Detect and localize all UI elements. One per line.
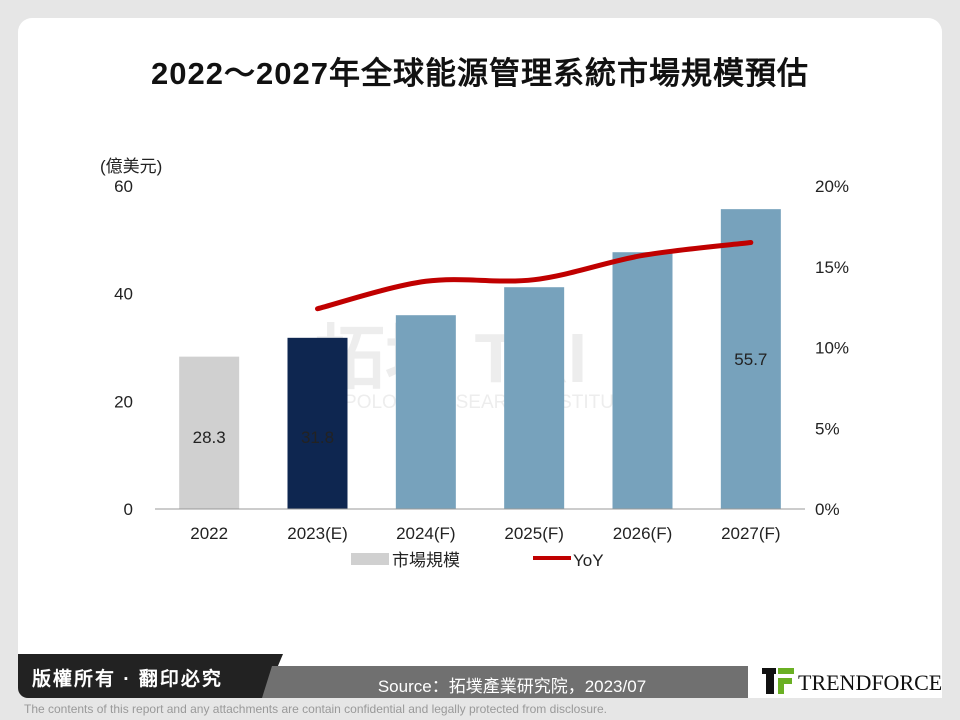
data-label: 31.8 — [301, 428, 334, 447]
y2-tick-label: 20% — [815, 177, 849, 196]
chart: 拓墣 TRI TOPOLOGY RESEARCH INSTITUTE 28.3 3… — [100, 157, 849, 570]
legend-swatch-market — [351, 553, 389, 565]
x-tick-label: 2024(F) — [396, 524, 456, 543]
data-label: 55.7 — [734, 350, 767, 369]
bar-2026(F) — [612, 252, 673, 509]
trendforce-logo: TRENDFORCE — [748, 636, 942, 698]
chart-title: 2022～2027年全球能源管理系統市場規模預估 — [151, 56, 809, 91]
bar-2023(E) — [287, 337, 348, 509]
watermark: 拓墣 TRI TOPOLOGY RESEARCH INSTITUTE — [315, 319, 638, 413]
copyright-text: 版權所有 · 翻印必究 — [32, 669, 223, 690]
watermark-subtext: TOPOLOGY RESEARCH INSTITUTE — [318, 392, 638, 413]
y-tick-label: 20 — [114, 392, 133, 411]
x-tick-label: 2023(E) — [287, 524, 347, 543]
y2-tick-label: 15% — [815, 258, 849, 277]
x-tick-label: 2027(F) — [721, 524, 781, 543]
legend-label-market: 市場規模 — [392, 551, 460, 570]
bar-2027(F) — [720, 209, 781, 510]
y-axis-label: (億美元) — [100, 157, 162, 176]
bar-2022 — [179, 356, 240, 509]
bar-2025(F) — [504, 287, 565, 509]
y-tick-label: 40 — [114, 285, 133, 304]
trendforce-logo-text: TRENDFORCE — [798, 670, 943, 695]
legend-label-yoy: YoY — [573, 551, 604, 570]
legend: 市場規模 YoY — [351, 551, 604, 570]
y2-tick-label: 0% — [815, 500, 840, 519]
source-text: Source：拓墣產業研究院，2023/07 — [377, 677, 647, 696]
y2-tick-label: 5% — [815, 419, 840, 438]
x-tick-label: 2022 — [190, 524, 228, 543]
copyright-banner: 版權所有 · 翻印必究 — [18, 654, 283, 698]
source-banner: Source：拓墣產業研究院，2023/07 — [262, 666, 762, 698]
x-tick-label: 2026(F) — [613, 524, 673, 543]
slide-card — [18, 18, 942, 690]
bar-2024(F) — [395, 315, 456, 509]
y-tick-label: 0 — [124, 500, 133, 519]
disclaimer: The contents of this report and any atta… — [24, 702, 607, 716]
y-tick-label: 60 — [114, 177, 133, 196]
x-tick-label: 2025(F) — [504, 524, 564, 543]
y2-tick-label: 10% — [815, 339, 849, 358]
yoy-line — [315, 240, 754, 312]
data-label: 28.3 — [193, 428, 226, 447]
trendforce-logo-icon — [762, 668, 794, 694]
